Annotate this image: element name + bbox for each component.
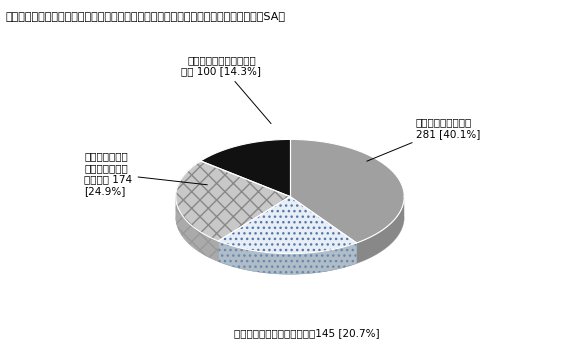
Polygon shape [218,241,357,274]
Polygon shape [290,139,404,243]
Polygon shape [176,161,290,241]
Text: 現在、含まれている
281 [40.1%]: 現在、含まれている 281 [40.1%] [367,117,480,161]
Polygon shape [357,197,404,264]
Polygon shape [201,139,290,197]
Polygon shape [218,197,357,254]
Text: 現在、含まれて
おらず、含む予
定もない 174
[24.9%]: 現在、含まれて おらず、含む予 定もない 174 [24.9%] [85,151,207,196]
Text: 今後、含む予定（検討中）　145 [20.7%]: 今後、含む予定（検討中） 145 [20.7%] [234,328,380,338]
Text: 図表１　経営の中長期的な目標・方針におけるサスティナビリティに関する項目有無（SA）: 図表１ 経営の中長期的な目標・方針におけるサスティナビリティに関する項目有無（S… [6,11,286,21]
Text: 中長期的な目標や方針が
ない 100 [14.3%]: 中長期的な目標や方針が ない 100 [14.3%] [182,55,271,123]
Polygon shape [176,196,218,261]
